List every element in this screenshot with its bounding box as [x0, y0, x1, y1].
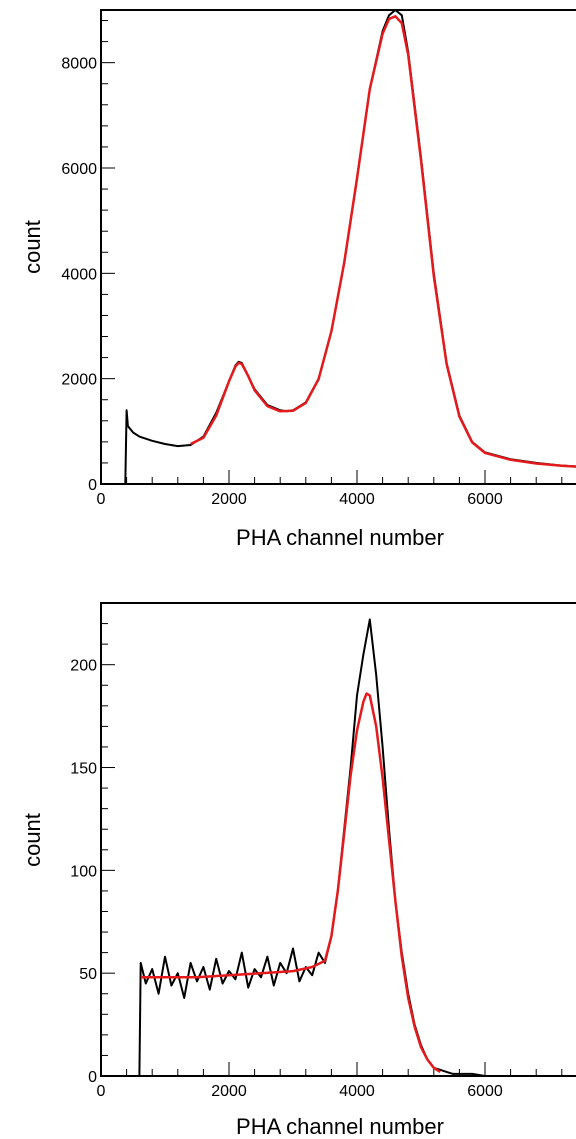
x-tick-label: 2000 — [211, 1083, 247, 1100]
x-tick-label: 6000 — [467, 491, 503, 508]
y-tick-label: 8000 — [61, 56, 97, 73]
y-axis-label: count — [20, 813, 45, 867]
y-tick-label: 100 — [70, 863, 97, 880]
x-tick-label: 2000 — [211, 491, 247, 508]
x-tick-label: 0 — [97, 491, 106, 508]
panel-top: 0 2000 4000 6000 0 2000 4000 6000 8000 PHA chann… — [20, 9, 576, 550]
fit-curve-line — [140, 692, 441, 1073]
y-axis-label: count — [20, 220, 45, 274]
series-group — [124, 9, 576, 485]
y-tick-label: 4000 — [61, 266, 97, 283]
panel-bottom: 0 2000 4000 6000 0 50 100 150 200 PHA channel nu… — [20, 602, 576, 1139]
y-tick-label: 50 — [79, 966, 97, 983]
plot-frame — [100, 9, 576, 485]
x-tick-label: 0 — [97, 1083, 106, 1100]
histogram-line — [138, 618, 576, 1077]
x-tick-label: 4000 — [339, 1083, 375, 1100]
x-axis-label: PHA channel number — [236, 1114, 444, 1139]
y-tick-label: 0 — [88, 1069, 97, 1086]
x-tick-label: 4000 — [339, 491, 375, 508]
y-tick-label: 150 — [70, 761, 97, 778]
plot-frame — [100, 602, 576, 1077]
axis-ticks: 0 2000 4000 6000 0 50 100 150 200 — [70, 602, 563, 1100]
axis-ticks: 0 2000 4000 6000 0 2000 4000 6000 8000 — [61, 20, 563, 508]
fit-curve-line — [190, 15, 576, 468]
y-tick-label: 0 — [88, 477, 97, 494]
x-axis-label: PHA channel number — [236, 525, 444, 550]
histogram-line — [124, 9, 576, 485]
series-group — [138, 618, 576, 1077]
y-tick-label: 2000 — [61, 372, 97, 389]
x-tick-label: 6000 — [467, 1083, 503, 1100]
y-tick-label: 200 — [70, 658, 97, 675]
y-tick-label: 6000 — [61, 161, 97, 178]
